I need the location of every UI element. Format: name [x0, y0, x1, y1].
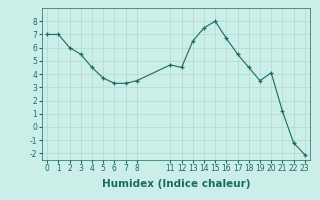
- X-axis label: Humidex (Indice chaleur): Humidex (Indice chaleur): [102, 179, 250, 189]
